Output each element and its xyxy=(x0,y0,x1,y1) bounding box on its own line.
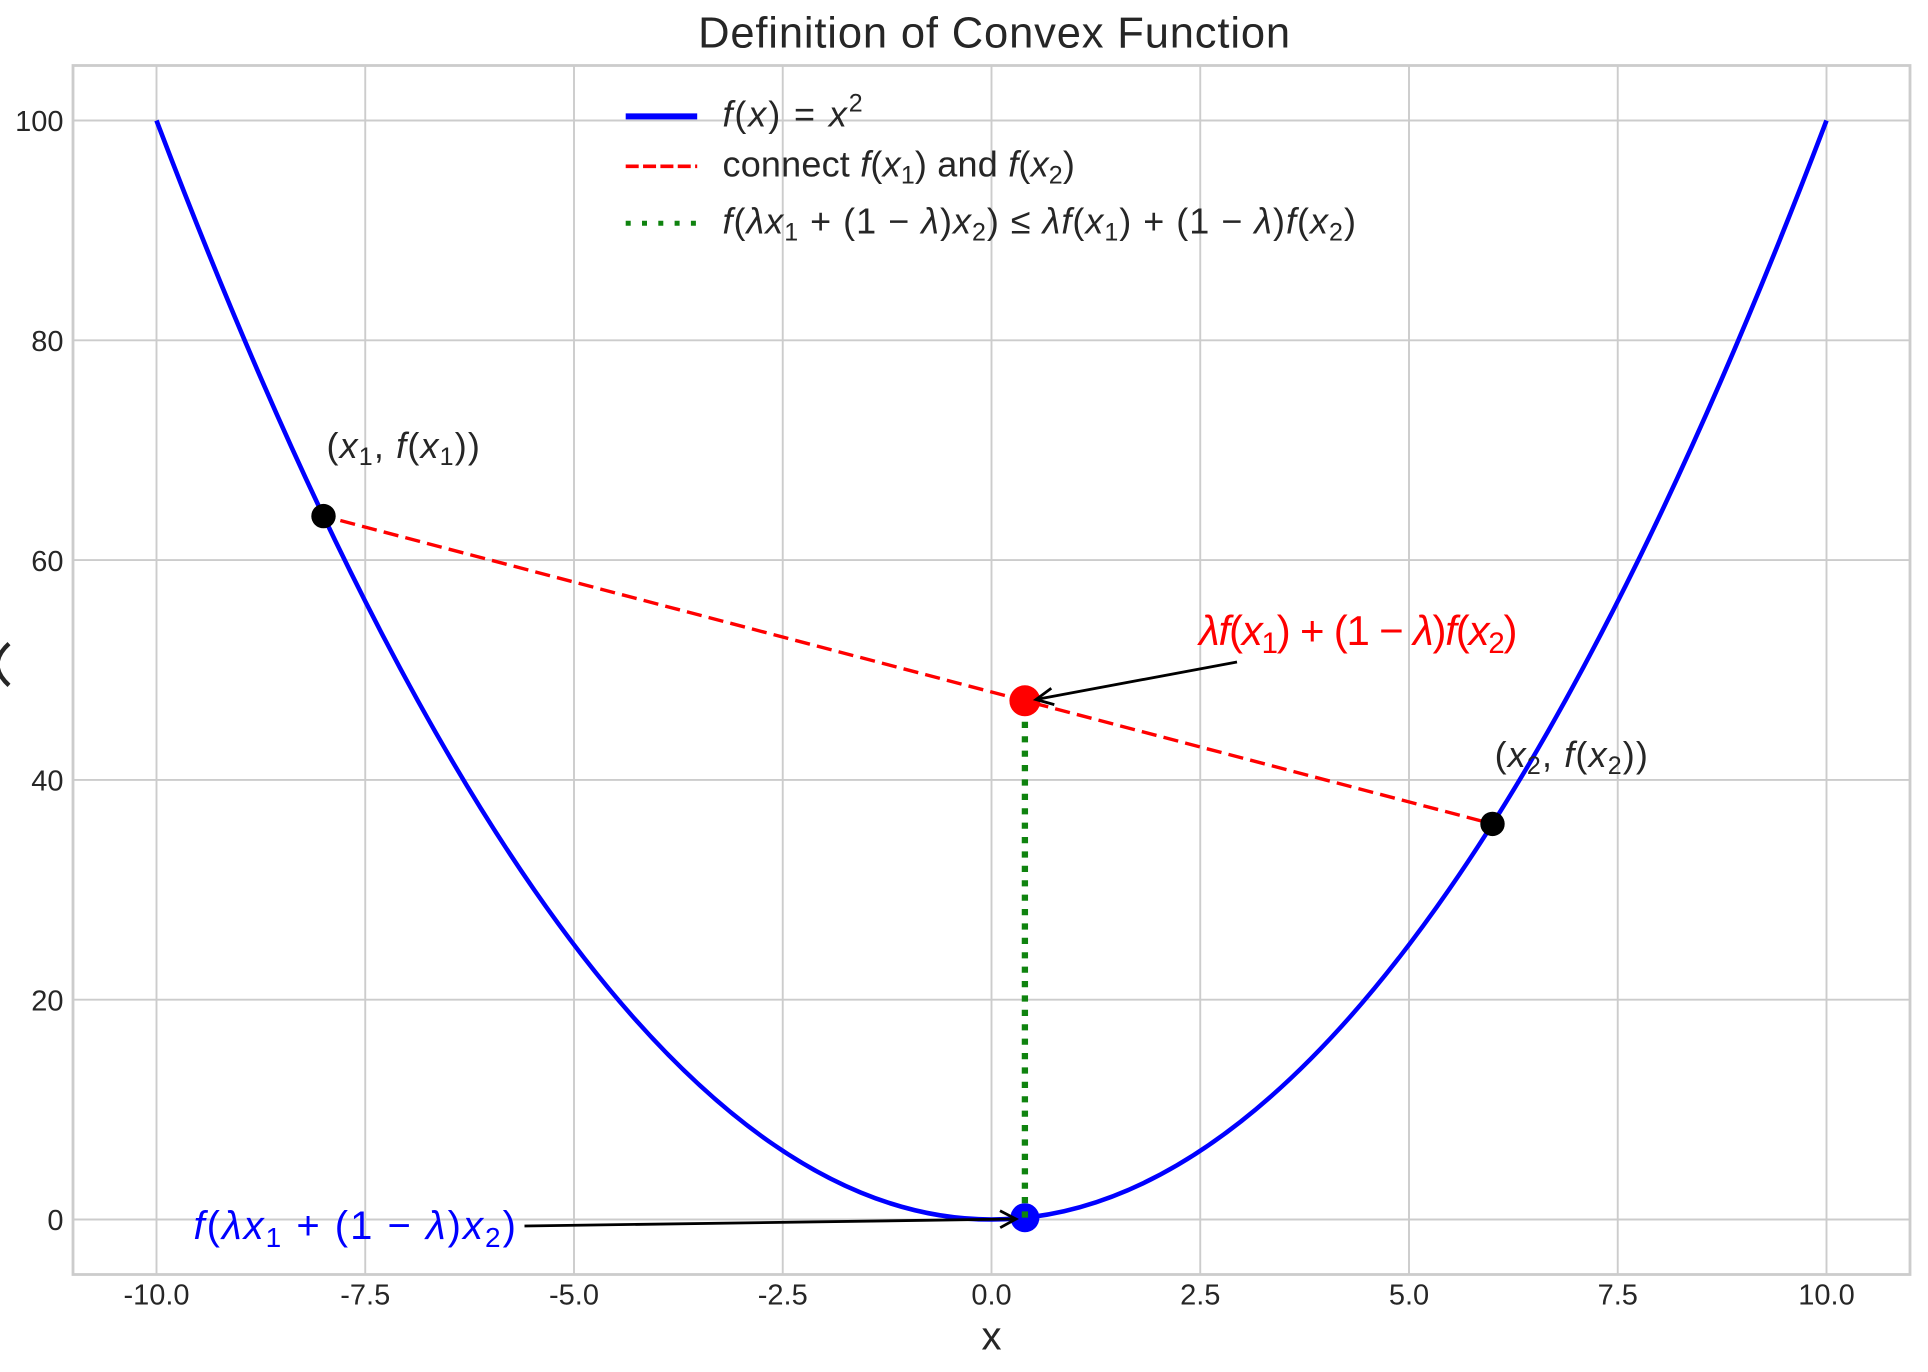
svg-text:λf(x1) + (1 − λ)f(x2): λf(x1) + (1 − λ)f(x2) xyxy=(1197,607,1516,660)
svg-text:x: x xyxy=(982,1315,1002,1359)
svg-text:Definition of Convex Function: Definition of Convex Function xyxy=(698,10,1291,58)
svg-text:f(x) = x2: f(x) = x2 xyxy=(723,90,865,135)
svg-text:2.5: 2.5 xyxy=(1180,1280,1220,1312)
svg-text:connect f(x1) and f(x2): connect f(x1) and f(x2) xyxy=(723,144,1076,190)
svg-text:10.0: 10.0 xyxy=(1798,1280,1854,1312)
svg-text:40: 40 xyxy=(31,766,63,798)
svg-text:0: 0 xyxy=(47,1205,63,1237)
svg-text:100: 100 xyxy=(15,106,63,138)
svg-text:-2.5: -2.5 xyxy=(758,1280,808,1312)
svg-text:-10.0: -10.0 xyxy=(123,1280,189,1312)
svg-text:f(λx1 + (1 − λ)x2): f(λx1 + (1 − λ)x2) xyxy=(194,1204,518,1253)
svg-text:-7.5: -7.5 xyxy=(340,1280,390,1312)
svg-text:(x1, f(x1)): (x1, f(x1)) xyxy=(327,425,481,471)
svg-text:f(λx1 + (1 − λ)x2) ≤ λf(x1) +: f(λx1 + (1 − λ)x2) ≤ λf(x1) + (1 − λ)f(x… xyxy=(723,201,1357,247)
svg-text:60: 60 xyxy=(31,546,63,578)
svg-text:(x2, f(x2)): (x2, f(x2)) xyxy=(1495,734,1649,780)
svg-text:5.0: 5.0 xyxy=(1389,1280,1429,1312)
svg-text:-5.0: -5.0 xyxy=(549,1280,599,1312)
svg-text:0.0: 0.0 xyxy=(971,1280,1011,1312)
svg-text:80: 80 xyxy=(31,326,63,358)
svg-text:20: 20 xyxy=(31,985,63,1017)
svg-text:7.5: 7.5 xyxy=(1598,1280,1638,1312)
